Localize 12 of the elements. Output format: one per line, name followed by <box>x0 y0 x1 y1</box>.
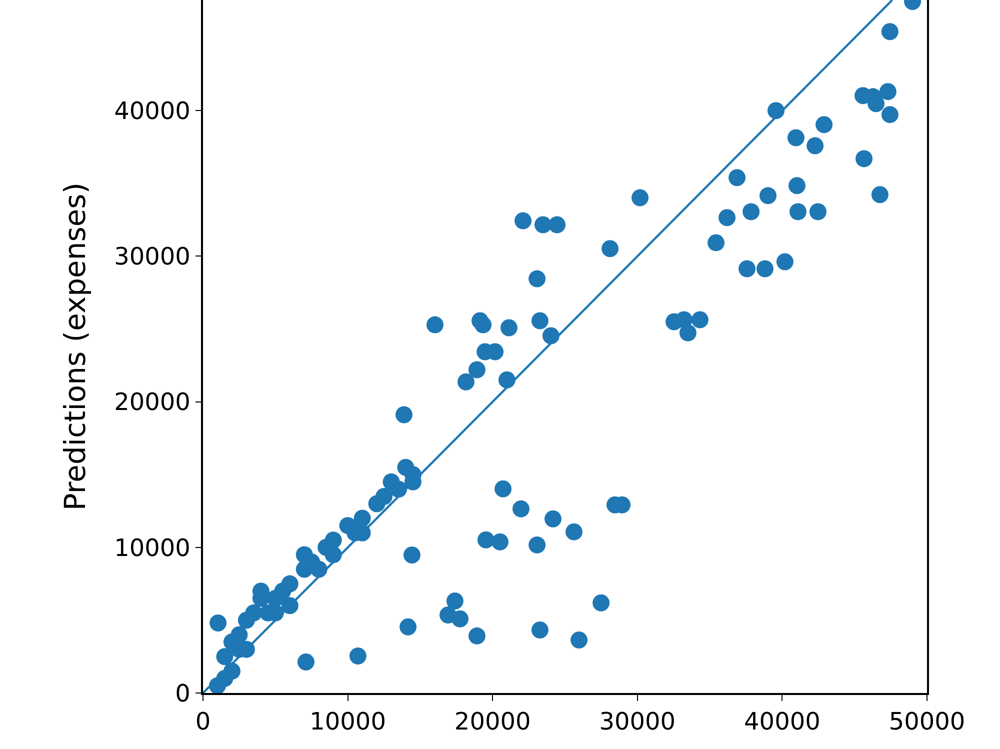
x-tick-label: 50000 <box>888 708 966 736</box>
y-tick-label: 10000 <box>114 534 190 562</box>
y-tick-label: 30000 <box>114 242 190 271</box>
y-tick-label: 40000 <box>114 97 190 126</box>
x-tick-label: 0 <box>195 708 211 736</box>
x-tick-label: 30000 <box>599 708 676 736</box>
y-axis-title: Predictions (expenses) <box>58 182 92 511</box>
x-tick-label: 20000 <box>454 708 531 736</box>
x-tick-label: 10000 <box>310 708 386 736</box>
x-tick-label: 40000 <box>744 708 820 736</box>
y-tick-label: 20000 <box>114 388 190 416</box>
y-tick-label: 0 <box>175 679 190 708</box>
